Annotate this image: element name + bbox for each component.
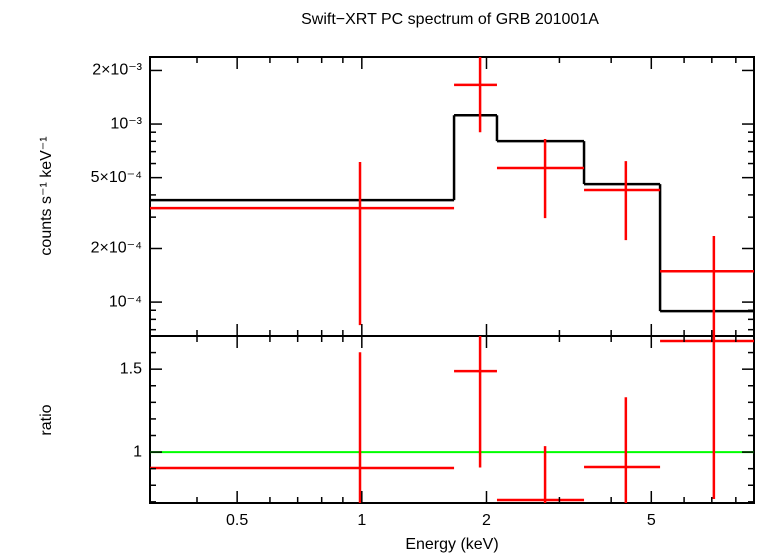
y-axis-label: counts s⁻¹ keV⁻¹ xyxy=(38,136,55,255)
y-tick-label: 10⁻³ xyxy=(110,115,142,132)
x-axis-label: Energy (keV) xyxy=(405,536,498,553)
y-axis-label: ratio xyxy=(38,404,55,435)
x-tick-label: 2 xyxy=(482,512,491,529)
x-tick-label: 1 xyxy=(357,512,366,529)
y-tick-label: 2×10⁻³ xyxy=(92,62,142,79)
y-tick-label: 5×10⁻⁴ xyxy=(91,169,142,186)
x-tick-label: 5 xyxy=(647,512,656,529)
plot-frame xyxy=(149,56,755,337)
y-tick-label: 1.5 xyxy=(120,360,142,377)
plot-area xyxy=(150,336,754,503)
plot-area xyxy=(150,57,754,336)
plot-frame xyxy=(149,335,755,504)
chart-title: Swift−XRT PC spectrum of GRB 201001A xyxy=(301,11,599,28)
y-tick-label: 2×10⁻⁴ xyxy=(91,240,142,257)
y-tick-label: 1 xyxy=(133,443,142,460)
y-tick-label: 10⁻⁴ xyxy=(109,293,142,310)
x-tick-label: 0.5 xyxy=(226,512,248,529)
